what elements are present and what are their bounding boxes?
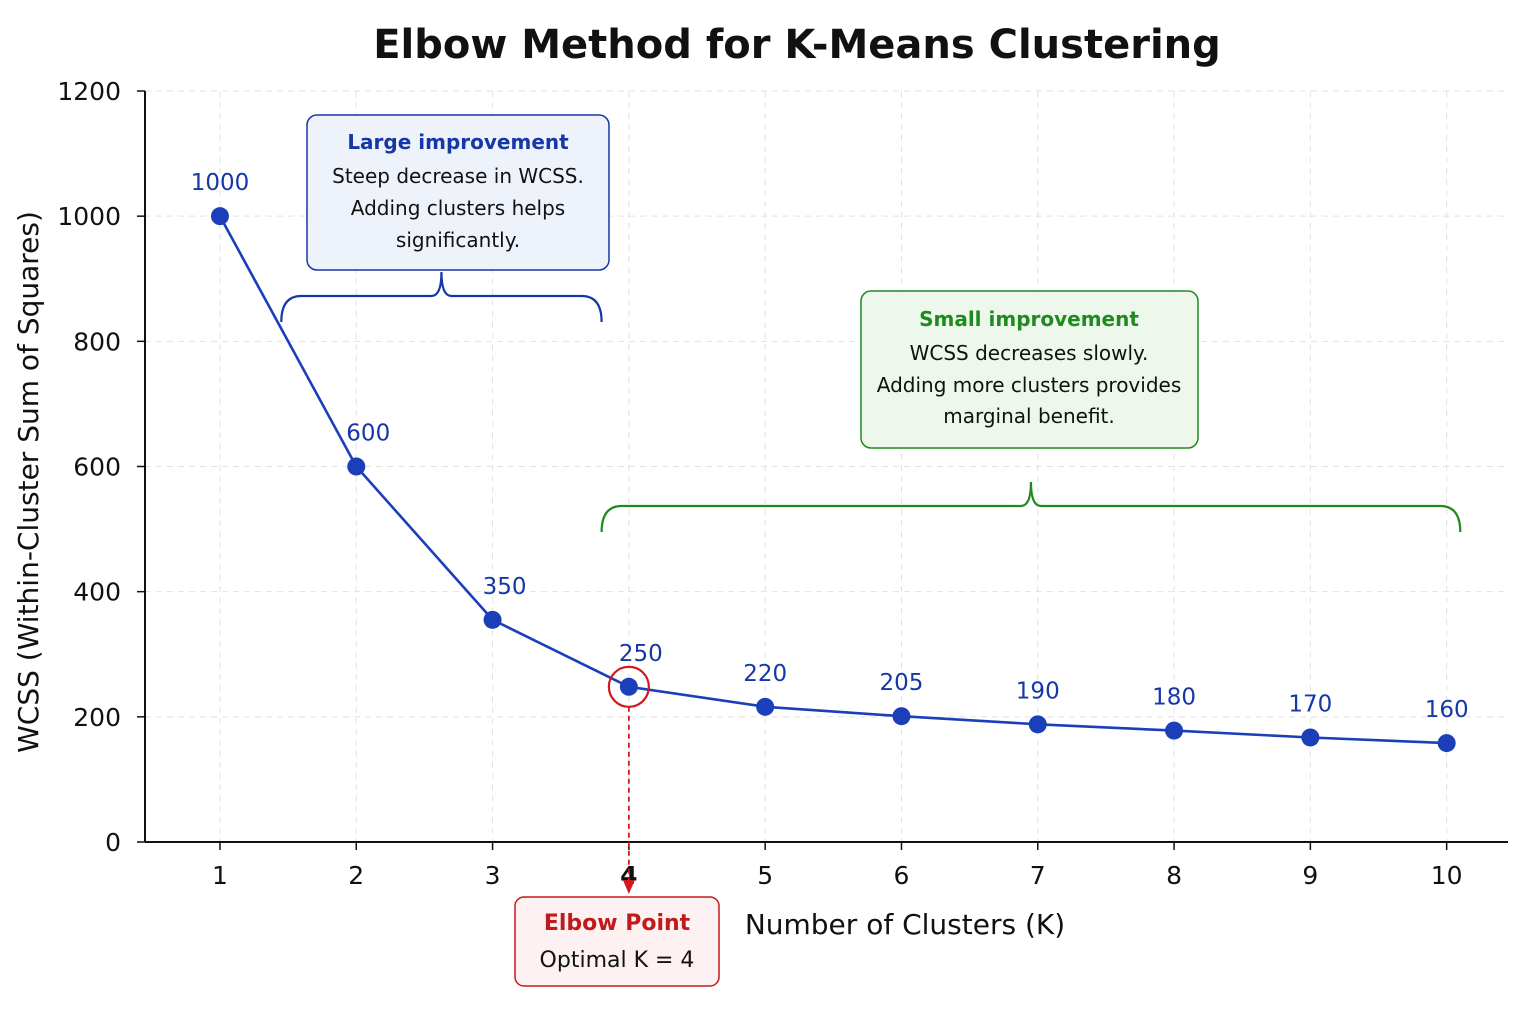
y-tick-label-6: 1200 [57, 77, 121, 106]
data-label-1: 1000 [191, 170, 250, 196]
data-labels: 1000 600 350 250 220 205 190 180 170 160 [191, 170, 1469, 723]
large-improvement-line-3: significantly. [396, 228, 520, 252]
data-label-5: 220 [743, 661, 787, 687]
large-improvement-title: Large improvement [347, 130, 569, 154]
data-label-7: 190 [1016, 678, 1060, 704]
x-axis-label: Number of Clusters (K) [745, 908, 1065, 941]
data-point-4 [619, 677, 638, 696]
x-tick-label-7: 8 [1166, 861, 1182, 890]
series-line [218, 215, 1447, 745]
y-tick-label-2: 400 [73, 578, 121, 607]
large-improvement-line-2: Adding clusters helps [351, 196, 565, 220]
series-wcss [210, 207, 1456, 753]
data-label-8: 180 [1152, 685, 1196, 711]
elbow-point-box [514, 896, 720, 987]
y-tick-label-5: 1000 [57, 202, 121, 231]
elbow-point-title: Elbow Point [544, 911, 691, 936]
data-point-1 [210, 207, 229, 226]
data-label-2: 600 [346, 421, 390, 447]
data-point-3 [483, 610, 502, 629]
small-improvement-annotation: Small improvement WCSS decreases slowly.… [600, 290, 1462, 533]
data-label-6: 205 [880, 670, 924, 696]
data-point-2 [347, 457, 366, 476]
y-tick-label-4: 800 [73, 327, 121, 356]
small-improvement-box [860, 290, 1199, 449]
small-improvement-line-3: marginal benefit. [943, 404, 1114, 428]
data-label-9: 170 [1288, 691, 1332, 717]
elbow-guide [622, 706, 635, 894]
data-point-5 [756, 697, 775, 716]
small-improvement-title: Small improvement [919, 307, 1139, 331]
x-tick-label-8: 9 [1302, 861, 1318, 890]
data-label-3: 350 [483, 574, 527, 600]
x-tick-label-5: 6 [894, 861, 910, 890]
x-tick-label-6: 7 [1030, 861, 1046, 890]
x-tick-label-2: 3 [485, 861, 501, 890]
y-tick-label-3: 600 [73, 453, 121, 482]
large-improvement-annotation: Large improvement Steep decrease in WCSS… [280, 114, 610, 323]
small-improvement-line-1: WCSS decreases slowly. [910, 341, 1149, 365]
chart-title: Elbow Method for K-Means Clustering [373, 22, 1221, 68]
elbow-arrowhead [622, 880, 635, 894]
data-point-10 [1437, 734, 1456, 753]
elbow-highlight-ring [607, 665, 650, 708]
y-tick-label-0: 0 [105, 828, 121, 857]
x-tick-label-0: 1 [212, 861, 228, 890]
large-improvement-line-1: Steep decrease in WCSS. [332, 164, 584, 188]
large-improvement-box [306, 114, 610, 271]
data-label-4: 250 [619, 641, 663, 667]
data-point-7 [1028, 715, 1047, 734]
y-tick-label-1: 200 [73, 703, 121, 732]
small-improvement-line-2: Adding more clusters provides [877, 373, 1182, 397]
elbow-point-text: Optimal K = 4 [540, 948, 695, 973]
data-point-8 [1165, 721, 1184, 740]
data-point-6 [892, 707, 911, 726]
small-improvement-brace [600, 481, 1462, 533]
x-tick-label-4: 5 [757, 861, 773, 890]
elbow-point-annotation: Elbow Point Optimal K = 4 [514, 896, 720, 987]
x-tick-label-9: 10 [1431, 861, 1463, 890]
data-label-10: 160 [1425, 697, 1469, 723]
large-improvement-brace [280, 271, 603, 323]
y-axis-label: WCSS (Within-Cluster Sum of Squares) [12, 211, 45, 753]
data-point-9 [1301, 728, 1320, 747]
axes [137, 90, 1508, 850]
x-tick-label-1: 2 [348, 861, 364, 890]
